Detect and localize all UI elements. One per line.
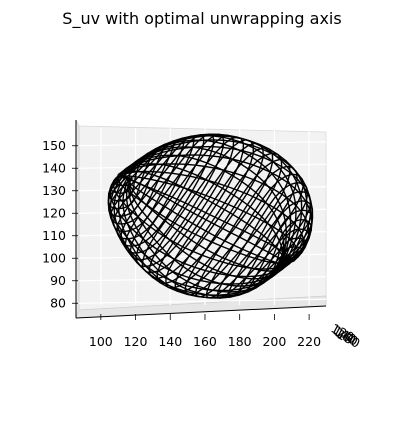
x-tick-label: 160 [193,334,217,349]
surface-v-line [120,175,299,260]
surface-v-line [121,173,289,263]
surface-v-line [107,176,293,292]
z-tick-label: 110 [42,228,66,243]
surface-v-line [112,174,294,270]
y-tick-label: 180 [335,326,363,350]
x-tick-label: 220 [297,334,321,349]
z-tick-label: 120 [42,205,66,220]
surface-v-line [118,170,305,261]
z-tick-label: 140 [42,160,66,175]
surface-v-line [117,174,292,265]
x-tick-label: 200 [262,334,286,349]
surface-v-line [130,139,292,264]
surface-v-line [107,175,295,285]
surface-v-line [130,146,288,264]
x-axis-line [75,305,327,319]
surface-v-line [129,154,285,263]
x-tick-label: 120 [124,334,148,349]
x-tick-labels: 100 120 140 160 180 200 220 [89,314,321,349]
z-tick-label: 130 [42,183,66,198]
z-tick-labels: 80 90 100 110 120 130 140 150 [42,138,78,310]
surface-v-line [127,163,285,263]
axis-lines [75,120,327,319]
z-tick-label: 90 [50,273,66,288]
surface-v-line [113,177,289,299]
surface-v-line [118,154,313,262]
surface-v-line [109,177,291,296]
z-tick-label: 80 [50,295,66,310]
chart-title: S_uv with optimal unwrapping axis [62,9,341,29]
surface-v-line [125,170,287,263]
surface-v-line [121,139,312,263]
surface-mesh [107,133,314,299]
z-tick-label: 150 [42,138,66,153]
z-tick-label: 100 [42,250,66,265]
z-grid-line [78,298,327,304]
z-grid-line [78,141,327,147]
x-tick-label: 180 [228,334,252,349]
surface-v-line [126,133,303,264]
x-tick-label: 100 [89,334,113,349]
x-tick-label: 140 [158,334,182,349]
surface-v-line [109,175,295,278]
